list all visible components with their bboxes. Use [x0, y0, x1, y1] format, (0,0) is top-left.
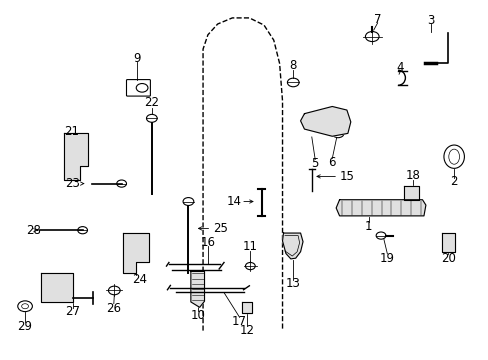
- Polygon shape: [282, 233, 303, 259]
- Text: 27: 27: [65, 306, 80, 319]
- Polygon shape: [300, 107, 350, 136]
- Text: 8: 8: [289, 59, 296, 72]
- Text: 14: 14: [226, 195, 241, 208]
- Text: 19: 19: [379, 252, 394, 265]
- Text: 29: 29: [18, 320, 33, 333]
- Text: 2: 2: [449, 175, 457, 188]
- Text: 21: 21: [64, 125, 79, 138]
- Text: 28: 28: [26, 224, 41, 237]
- Text: 20: 20: [440, 252, 455, 265]
- Text: 13: 13: [285, 278, 300, 291]
- Polygon shape: [404, 186, 418, 200]
- Polygon shape: [64, 133, 88, 180]
- Polygon shape: [122, 233, 149, 273]
- Text: 26: 26: [106, 302, 121, 315]
- Text: 11: 11: [243, 240, 257, 253]
- Text: 16: 16: [200, 235, 215, 248]
- Text: 22: 22: [144, 96, 159, 109]
- Polygon shape: [190, 271, 204, 307]
- Text: 1: 1: [365, 220, 372, 233]
- Text: 17: 17: [232, 315, 246, 328]
- Text: 5: 5: [311, 157, 318, 170]
- Text: 10: 10: [190, 309, 204, 322]
- Text: 24: 24: [132, 273, 147, 286]
- Polygon shape: [241, 302, 252, 313]
- Polygon shape: [335, 200, 425, 216]
- Text: 23: 23: [65, 177, 80, 190]
- Text: 12: 12: [239, 324, 254, 337]
- Text: 3: 3: [426, 14, 433, 27]
- Text: 25: 25: [212, 222, 227, 235]
- Text: 18: 18: [405, 169, 419, 182]
- Text: 4: 4: [396, 60, 404, 73]
- Text: 7: 7: [373, 13, 381, 26]
- Text: 9: 9: [133, 51, 141, 64]
- Polygon shape: [41, 273, 73, 302]
- Polygon shape: [441, 233, 454, 252]
- Text: 6: 6: [328, 156, 335, 169]
- Text: 15: 15: [339, 170, 354, 183]
